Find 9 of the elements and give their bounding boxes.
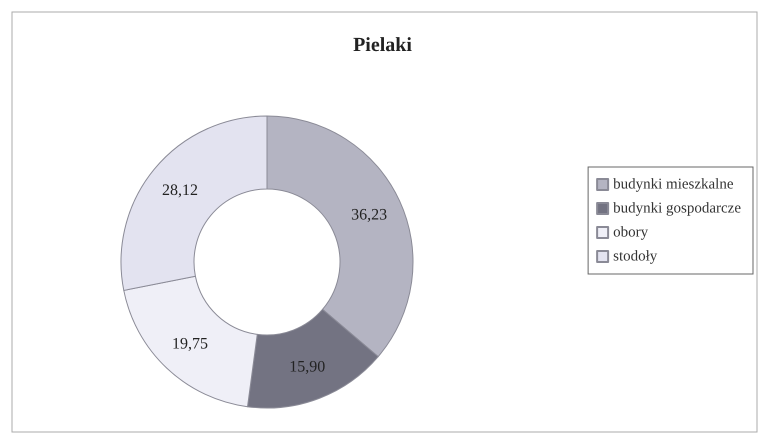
data-label: 19,75: [172, 335, 208, 352]
data-label: 36,23: [351, 206, 388, 224]
legend-label: budynki gospodarcze: [613, 200, 742, 216]
data-label: 28,12: [162, 182, 198, 200]
legend-label: stodoły: [613, 248, 658, 264]
legend-label: budynki mieszkalne: [613, 176, 734, 192]
chart-title: Pielaki: [353, 34, 412, 56]
data-label: 15,90: [289, 358, 326, 376]
legend-label: obory: [613, 224, 649, 240]
